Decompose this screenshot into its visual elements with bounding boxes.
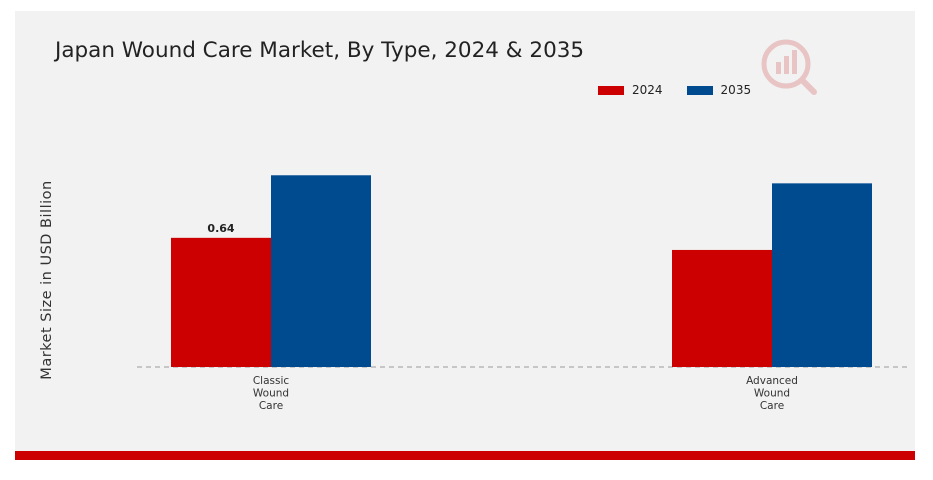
- bar-2035-0: [271, 175, 371, 367]
- watermark-logo-icon: [761, 39, 817, 95]
- x-tick-label-1: Advanced Wound Care: [746, 375, 798, 412]
- bar-2024-0: [171, 237, 271, 367]
- legend: 2024 2035: [598, 83, 775, 97]
- x-tick-label-0: Classic Wound Care: [253, 375, 290, 412]
- bottom-accent-bar: [15, 451, 915, 460]
- legend-label-2035: 2035: [720, 83, 752, 97]
- bar-2035-1: [772, 183, 872, 367]
- chart-panel: [15, 11, 915, 451]
- legend-swatch-2024: [598, 85, 624, 95]
- legend-label-2024: 2024: [632, 83, 663, 97]
- bar-2024-1: [672, 249, 772, 367]
- data-label-0: 0.64: [207, 222, 234, 235]
- legend-swatch-2035: [686, 85, 713, 95]
- chart-title: Japan Wound Care Market, By Type, 2024 &…: [55, 38, 585, 63]
- legend-item-2024: 2024: [598, 83, 663, 97]
- legend-item-2035: 2035: [686, 83, 752, 97]
